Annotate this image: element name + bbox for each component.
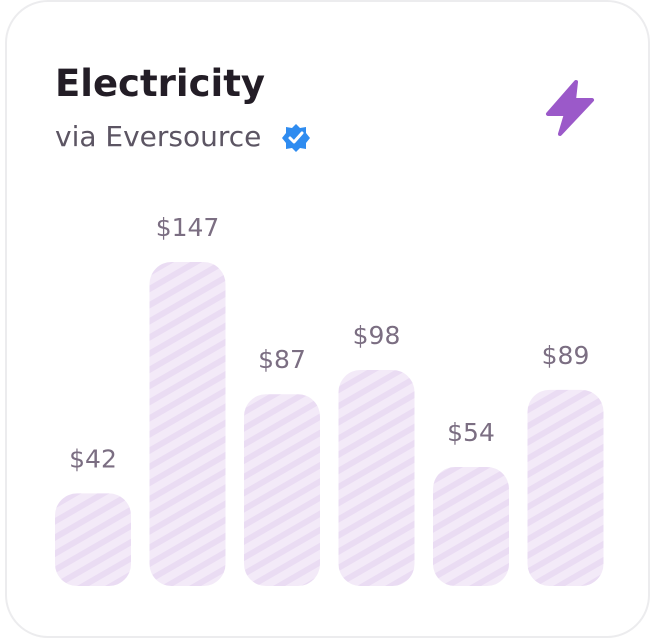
value-label: $98: [353, 321, 401, 350]
value-label: $147: [156, 213, 220, 242]
lightning-icon: [546, 80, 594, 136]
value-label: $89: [542, 341, 590, 370]
card-subtitle: via Eversource: [55, 120, 261, 153]
bar: [55, 493, 131, 586]
card-title: Electricity: [55, 62, 265, 105]
bar: [244, 394, 320, 586]
verified-badge: [282, 124, 310, 152]
bar: [338, 370, 415, 586]
value-label: $54: [447, 418, 495, 447]
value-label: $42: [69, 444, 117, 473]
bar: [527, 389, 604, 586]
value-label: $87: [258, 345, 306, 374]
bar: [433, 466, 509, 586]
bar: [149, 262, 226, 586]
